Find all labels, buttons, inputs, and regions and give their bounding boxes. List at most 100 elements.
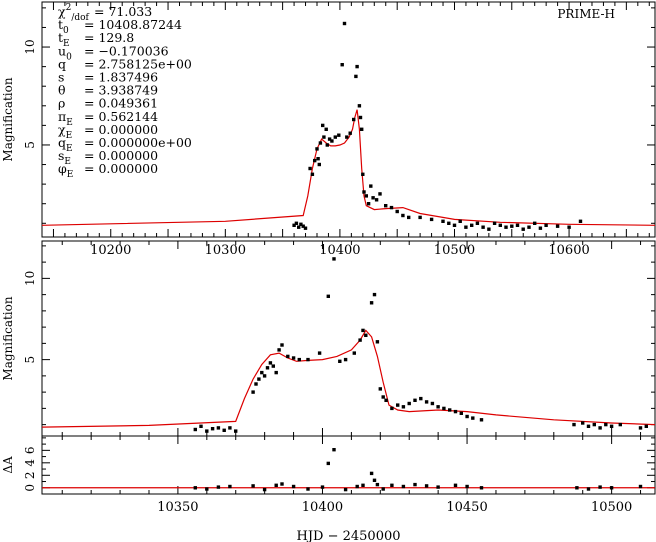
data-point: [355, 64, 359, 69]
data-point: [441, 219, 445, 223]
data-point: [251, 390, 255, 394]
data-point: [265, 366, 270, 370]
data-point: [424, 400, 429, 404]
data-point: [538, 226, 543, 230]
y-axis-label: Magnification: [1, 296, 15, 380]
data-point: [262, 374, 267, 378]
parameter-sup: 2: [66, 3, 72, 13]
x-tick-label: 10500: [434, 243, 475, 258]
data-point: [345, 135, 349, 139]
data-point: [317, 351, 322, 355]
data-point: [475, 221, 480, 225]
y-tick-label: 5: [23, 356, 37, 364]
data-point: [317, 162, 321, 167]
axes-frame-0: [41, 1, 656, 238]
parameter-symbol: φ: [58, 161, 67, 176]
x-tick-label: 10200: [90, 243, 131, 258]
data-point: [424, 484, 429, 488]
data-point: [369, 301, 374, 305]
data-point: [581, 421, 585, 425]
data-point: [271, 364, 275, 368]
data-point: [321, 123, 325, 128]
data-point: [492, 221, 497, 225]
data-point: [413, 482, 417, 487]
data-point: [487, 227, 491, 231]
data-point: [326, 294, 330, 298]
parameter-value: = 0.049361: [84, 96, 158, 111]
parameter-symbol: t: [58, 30, 63, 45]
x-tick-label: 10300: [205, 243, 246, 258]
data-point: [364, 194, 368, 198]
data-point: [286, 354, 290, 359]
parameter-symbol: q: [58, 56, 66, 71]
parameter-sub: 0: [63, 26, 69, 36]
data-point: [381, 395, 385, 399]
data-point: [358, 338, 362, 342]
parameter-symbol: q: [58, 135, 66, 150]
data-point: [598, 485, 602, 489]
data-point: [572, 422, 576, 427]
parameter-value: = 1.837496: [84, 70, 158, 85]
parameter-sub: E: [64, 157, 71, 167]
parameter-sub: /dof: [71, 13, 89, 23]
data-point: [352, 117, 356, 122]
y-tick-label: 10: [23, 39, 37, 54]
data-point: [297, 357, 301, 362]
data-points-0: [292, 21, 583, 231]
data-point: [342, 21, 347, 26]
data-point: [268, 361, 273, 365]
y-tick-label: 6: [23, 447, 37, 455]
data-points-1: [193, 257, 648, 433]
data-point: [324, 127, 328, 131]
parameter-row: tE: [58, 30, 70, 49]
data-point: [609, 424, 614, 428]
data-point: [210, 427, 215, 431]
data-point: [343, 357, 348, 362]
parameter-value: = 0.000000: [84, 122, 158, 137]
data-point: [413, 398, 417, 402]
data-point: [332, 448, 336, 452]
data-point: [306, 487, 310, 491]
data-point: [355, 484, 359, 489]
data-point: [604, 422, 608, 427]
data-point: [447, 221, 451, 225]
data-point: [586, 487, 591, 491]
model-curve-1: [41, 329, 656, 428]
data-point: [375, 482, 380, 487]
data-point: [358, 115, 363, 120]
data-point: [299, 222, 303, 226]
data-point: [470, 223, 474, 227]
data-point: [326, 461, 330, 466]
data-point: [430, 401, 435, 406]
data-point: [375, 340, 380, 344]
data-point: [348, 131, 352, 135]
parameter-value: = 3.938749: [84, 83, 158, 98]
data-point: [274, 483, 278, 487]
parameter-row: χE: [58, 122, 72, 141]
model-curve-0: [41, 109, 656, 226]
data-point: [390, 406, 394, 411]
data-point: [234, 429, 238, 433]
data-point: [638, 426, 643, 430]
data-point: [316, 157, 320, 161]
panel-label: PRIME-H: [557, 7, 615, 21]
data-point: [228, 426, 232, 430]
data-point: [436, 485, 440, 489]
x-tick-label: 10400: [319, 243, 360, 258]
parameter-row: θ: [58, 83, 66, 98]
parameter-sub: E: [66, 118, 73, 128]
parameter-row: sE: [58, 148, 71, 167]
parameter-value: = 0.000000: [84, 148, 158, 163]
data-point: [465, 414, 469, 419]
parameter-row: t0: [58, 17, 69, 36]
data-point: [419, 396, 423, 401]
data-point: [453, 483, 458, 487]
data-point: [465, 484, 469, 489]
data-point: [277, 348, 281, 352]
data-point: [378, 387, 382, 391]
data-point: [464, 225, 468, 229]
data-point: [361, 328, 365, 333]
data-points-2: [193, 448, 643, 492]
parameter-row: φE: [58, 161, 73, 180]
